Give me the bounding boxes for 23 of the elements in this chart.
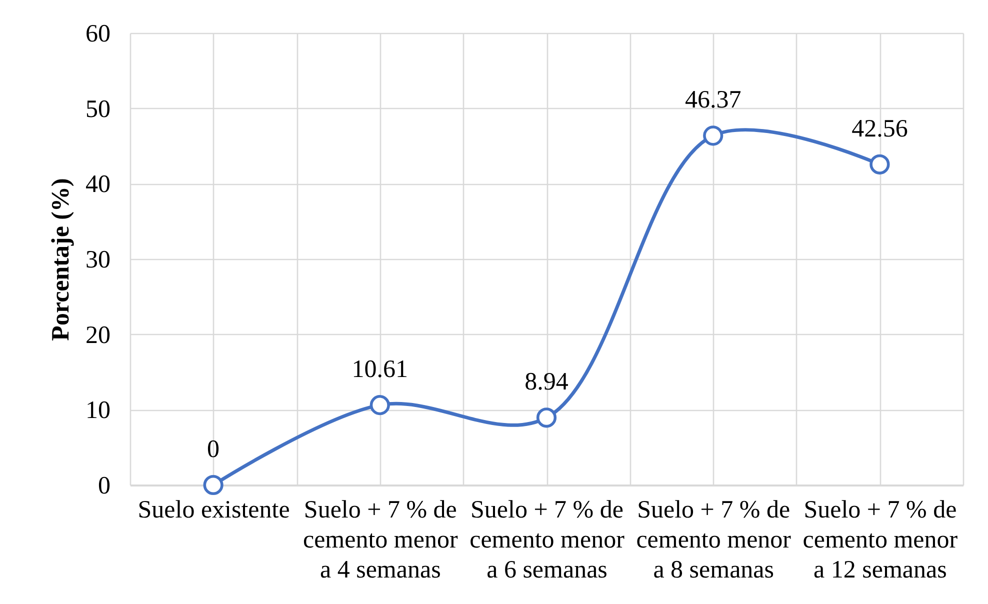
data-label: 8.94 [524,368,569,396]
data-label: 0 [207,436,220,463]
x-tick-label: Suelo existente [138,496,290,524]
data-label: 42.56 [852,115,908,142]
y-tick-label: 0 [98,472,110,500]
point [870,154,890,174]
data-label: 10.61 [352,356,408,384]
x-tick-label: Suelo + 7 % de cemento menor a 4 semanas [302,496,458,584]
y-axis-title: Porcentaje (%) [48,178,74,341]
x-tick-label: Suelo + 7 % de cemento menor a 8 semanas [636,496,792,584]
point [703,126,724,146]
y-tick-label: 40 [86,171,110,198]
x-tick-label: Suelo + 7 % de cemento menor a 6 semanas [470,496,626,584]
x-tick-label: Suelo + 7 % de cemento menor a 12 semanas [802,496,958,584]
point [203,474,224,496]
data-label: 46.37 [684,86,742,114]
point [536,408,557,428]
y-tick-label: 10 [86,397,110,424]
y-tick-label: 60 [86,20,110,48]
y-tick-label: 50 [86,96,110,123]
y-tick-label: 20 [86,322,110,349]
y-tick-label: 30 [86,246,110,274]
point [370,395,390,416]
